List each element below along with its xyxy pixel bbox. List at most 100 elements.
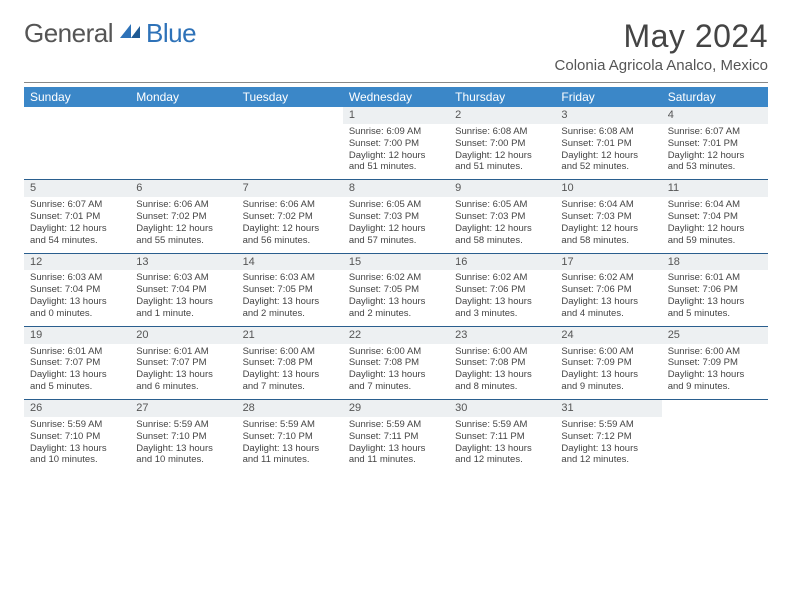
day-d2: and 9 minutes. [668, 381, 762, 393]
day-d2: and 55 minutes. [136, 235, 230, 247]
day-ss: Sunset: 7:01 PM [668, 138, 762, 150]
day-detail-cell [237, 124, 343, 180]
day-d2: and 53 minutes. [668, 161, 762, 173]
day-detail-cell [130, 124, 236, 180]
day-number-cell: 13 [130, 254, 236, 271]
day-sr: Sunrise: 5:59 AM [349, 419, 443, 431]
day-number-cell: 24 [555, 327, 661, 344]
day-detail-cell: Sunrise: 6:00 AMSunset: 7:09 PMDaylight:… [555, 344, 661, 400]
day-number-cell: 5 [24, 180, 130, 197]
day-number-cell: 7 [237, 180, 343, 197]
day-d2: and 6 minutes. [136, 381, 230, 393]
day-ss: Sunset: 7:03 PM [561, 211, 655, 223]
day-d2: and 9 minutes. [561, 381, 655, 393]
day-d1: Daylight: 13 hours [561, 369, 655, 381]
day-d1: Daylight: 12 hours [668, 223, 762, 235]
day-ss: Sunset: 7:01 PM [30, 211, 124, 223]
day-d1: Daylight: 12 hours [30, 223, 124, 235]
day-header: Tuesday [237, 87, 343, 107]
day-ss: Sunset: 7:05 PM [349, 284, 443, 296]
day-number-cell: 2 [449, 107, 555, 124]
day-number-cell: 4 [662, 107, 768, 124]
day-detail-cell: Sunrise: 6:01 AMSunset: 7:06 PMDaylight:… [662, 270, 768, 326]
day-d1: Daylight: 13 hours [455, 369, 549, 381]
day-sr: Sunrise: 5:59 AM [243, 419, 337, 431]
day-sr: Sunrise: 6:01 AM [30, 346, 124, 358]
day-d2: and 10 minutes. [30, 454, 124, 466]
day-d1: Daylight: 13 hours [561, 296, 655, 308]
day-number-cell: 31 [555, 400, 661, 417]
day-detail-cell: Sunrise: 6:08 AMSunset: 7:00 PMDaylight:… [449, 124, 555, 180]
day-sr: Sunrise: 6:03 AM [136, 272, 230, 284]
day-detail-cell: Sunrise: 6:06 AMSunset: 7:02 PMDaylight:… [237, 197, 343, 253]
day-number-cell [24, 107, 130, 124]
day-d1: Daylight: 13 hours [349, 369, 443, 381]
day-d2: and 5 minutes. [668, 308, 762, 320]
day-d1: Daylight: 13 hours [136, 443, 230, 455]
day-number-cell [130, 107, 236, 124]
day-detail-cell: Sunrise: 6:07 AMSunset: 7:01 PMDaylight:… [662, 124, 768, 180]
day-d2: and 11 minutes. [243, 454, 337, 466]
day-sr: Sunrise: 6:00 AM [561, 346, 655, 358]
day-d2: and 7 minutes. [349, 381, 443, 393]
day-d1: Daylight: 12 hours [455, 223, 549, 235]
day-ss: Sunset: 7:08 PM [243, 357, 337, 369]
day-number-cell: 26 [24, 400, 130, 417]
day-d2: and 1 minute. [136, 308, 230, 320]
day-d1: Daylight: 13 hours [30, 296, 124, 308]
week-daynum-row: 19202122232425 [24, 327, 768, 344]
day-ss: Sunset: 7:01 PM [561, 138, 655, 150]
day-d1: Daylight: 13 hours [455, 443, 549, 455]
day-detail-cell: Sunrise: 6:00 AMSunset: 7:08 PMDaylight:… [237, 344, 343, 400]
day-detail-cell: Sunrise: 6:02 AMSunset: 7:06 PMDaylight:… [555, 270, 661, 326]
day-header: Wednesday [343, 87, 449, 107]
day-number-cell: 9 [449, 180, 555, 197]
logo-text-general: General [24, 18, 113, 49]
day-d1: Daylight: 12 hours [561, 223, 655, 235]
day-detail-cell: Sunrise: 6:06 AMSunset: 7:02 PMDaylight:… [130, 197, 236, 253]
day-d2: and 3 minutes. [455, 308, 549, 320]
week-detail-row: Sunrise: 5:59 AMSunset: 7:10 PMDaylight:… [24, 417, 768, 473]
day-d2: and 12 minutes. [561, 454, 655, 466]
day-ss: Sunset: 7:10 PM [136, 431, 230, 443]
day-sr: Sunrise: 6:07 AM [668, 126, 762, 138]
day-d1: Daylight: 12 hours [561, 150, 655, 162]
day-sr: Sunrise: 6:06 AM [136, 199, 230, 211]
day-ss: Sunset: 7:04 PM [668, 211, 762, 223]
day-d1: Daylight: 12 hours [455, 150, 549, 162]
day-ss: Sunset: 7:06 PM [668, 284, 762, 296]
day-ss: Sunset: 7:03 PM [349, 211, 443, 223]
day-d2: and 54 minutes. [30, 235, 124, 247]
day-number-cell: 11 [662, 180, 768, 197]
day-d2: and 56 minutes. [243, 235, 337, 247]
day-d2: and 59 minutes. [668, 235, 762, 247]
day-detail-cell: Sunrise: 6:02 AMSunset: 7:06 PMDaylight:… [449, 270, 555, 326]
day-d2: and 0 minutes. [30, 308, 124, 320]
day-ss: Sunset: 7:03 PM [455, 211, 549, 223]
day-number-cell: 25 [662, 327, 768, 344]
day-d2: and 7 minutes. [243, 381, 337, 393]
day-detail-cell: Sunrise: 6:01 AMSunset: 7:07 PMDaylight:… [24, 344, 130, 400]
day-detail-cell: Sunrise: 6:07 AMSunset: 7:01 PMDaylight:… [24, 197, 130, 253]
day-detail-cell: Sunrise: 6:00 AMSunset: 7:09 PMDaylight:… [662, 344, 768, 400]
day-header: Thursday [449, 87, 555, 107]
day-detail-cell: Sunrise: 6:03 AMSunset: 7:04 PMDaylight:… [130, 270, 236, 326]
day-sr: Sunrise: 6:07 AM [30, 199, 124, 211]
day-sr: Sunrise: 6:00 AM [668, 346, 762, 358]
day-ss: Sunset: 7:10 PM [30, 431, 124, 443]
calendar-head: SundayMondayTuesdayWednesdayThursdayFrid… [24, 87, 768, 107]
day-sr: Sunrise: 6:04 AM [561, 199, 655, 211]
day-sr: Sunrise: 6:02 AM [455, 272, 549, 284]
day-number-cell: 28 [237, 400, 343, 417]
day-number-cell: 17 [555, 254, 661, 271]
day-d1: Daylight: 12 hours [136, 223, 230, 235]
day-d1: Daylight: 13 hours [30, 443, 124, 455]
day-d1: Daylight: 13 hours [349, 296, 443, 308]
day-ss: Sunset: 7:08 PM [455, 357, 549, 369]
day-ss: Sunset: 7:09 PM [668, 357, 762, 369]
calendar-body: 1234 Sunrise: 6:09 AMSunset: 7:00 PMDayl… [24, 107, 768, 472]
day-d1: Daylight: 12 hours [668, 150, 762, 162]
week-daynum-row: 12131415161718 [24, 254, 768, 271]
day-detail-cell: Sunrise: 6:05 AMSunset: 7:03 PMDaylight:… [449, 197, 555, 253]
day-d1: Daylight: 13 hours [668, 296, 762, 308]
